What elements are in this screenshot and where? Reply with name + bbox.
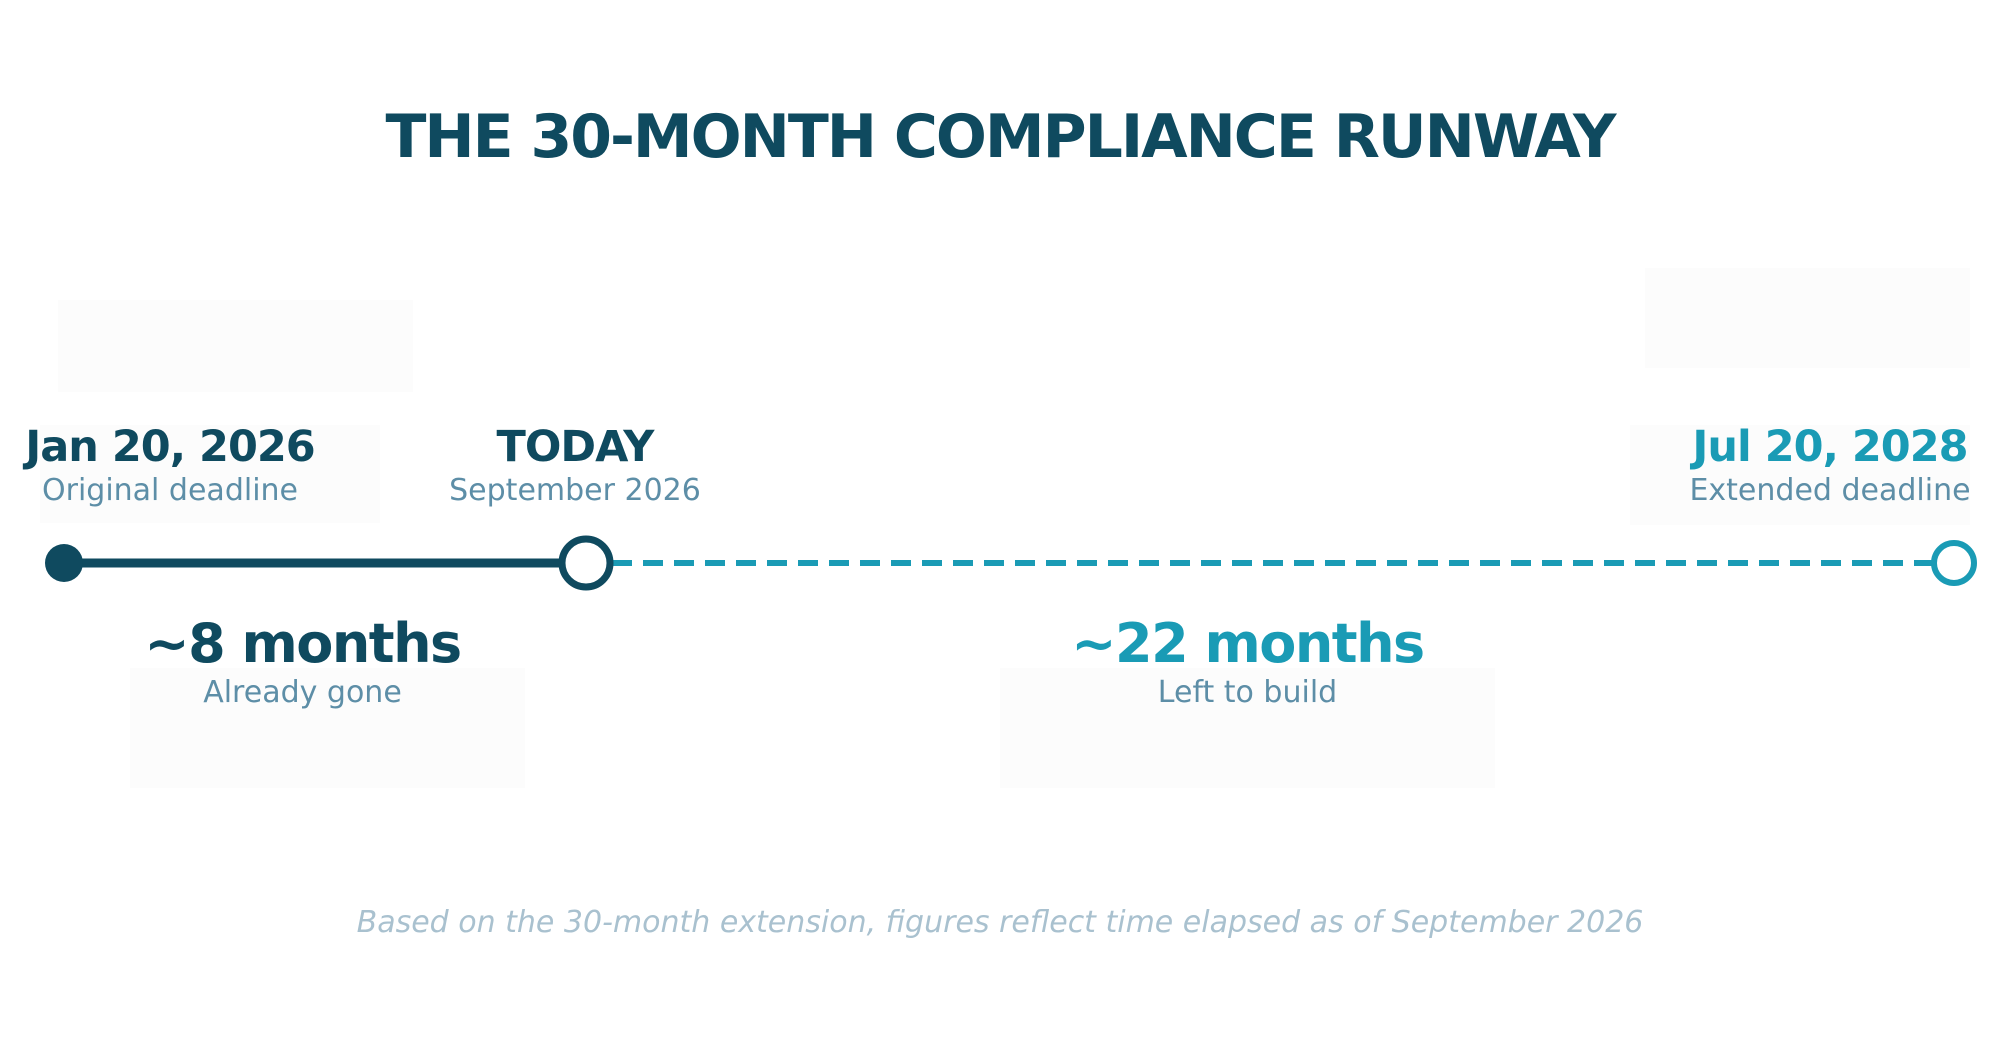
milestone-date: TODAY [496,422,655,472]
background-panel [1000,668,1495,788]
milestone-label: September 2026 [449,473,701,509]
span-description: Already gone [203,675,402,711]
milestone-extended-deadline: Jul 20, 2028 Extended deadline [1665,422,1995,510]
milestone-date: Jul 20, 2028 [1692,422,1968,472]
background-panel [1630,425,1970,525]
milestone-label: Original deadline [42,473,298,509]
extended-deadline-marker [1931,540,1977,586]
footnote: Based on the 30-month extension, figures… [356,905,1644,940]
span-description: Left to build [1157,675,1338,711]
background-panel [130,668,525,788]
milestone-label: Extended deadline [1689,473,1971,509]
span-remaining: ~22 months Left to build [1010,614,1485,712]
span-value: ~22 months [1071,612,1425,675]
span-elapsed: ~8 months Already gone [100,614,505,712]
page-title: THE 30-MONTH COMPLIANCE RUNWAY [385,102,1617,172]
milestone-date: Jan 20, 2026 [25,422,315,472]
original-deadline-marker [45,544,83,582]
today-marker [558,535,614,591]
span-value: ~8 months [144,612,462,675]
background-panel [1645,268,1970,368]
milestone-original-deadline: Jan 20, 2026 Original deadline [20,422,320,510]
background-panel [40,425,380,523]
background-panel [58,300,413,392]
milestone-today: TODAY September 2026 [415,422,735,510]
